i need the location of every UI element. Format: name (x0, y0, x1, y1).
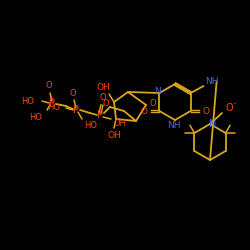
Text: O: O (202, 106, 209, 116)
Text: OH: OH (107, 130, 121, 140)
Text: HO: HO (84, 122, 98, 130)
Text: O: O (70, 88, 76, 98)
Text: OH: OH (96, 82, 110, 92)
Text: P: P (49, 98, 55, 108)
Text: NH: NH (205, 78, 218, 86)
Text: ·: · (233, 98, 237, 112)
Text: N: N (154, 86, 161, 96)
Text: HO: HO (22, 96, 35, 106)
Text: N: N (209, 119, 217, 129)
Text: NH: NH (167, 122, 181, 130)
Text: O: O (150, 98, 156, 108)
Text: HO: HO (48, 102, 60, 112)
Text: O: O (225, 103, 233, 113)
Text: O: O (141, 106, 148, 116)
Text: O: O (46, 82, 52, 90)
Text: O: O (100, 94, 106, 102)
Text: O: O (103, 98, 109, 108)
Text: HO: HO (30, 114, 43, 122)
Text: P: P (73, 105, 79, 115)
Text: P: P (97, 110, 103, 120)
Text: OH: OH (114, 118, 126, 128)
